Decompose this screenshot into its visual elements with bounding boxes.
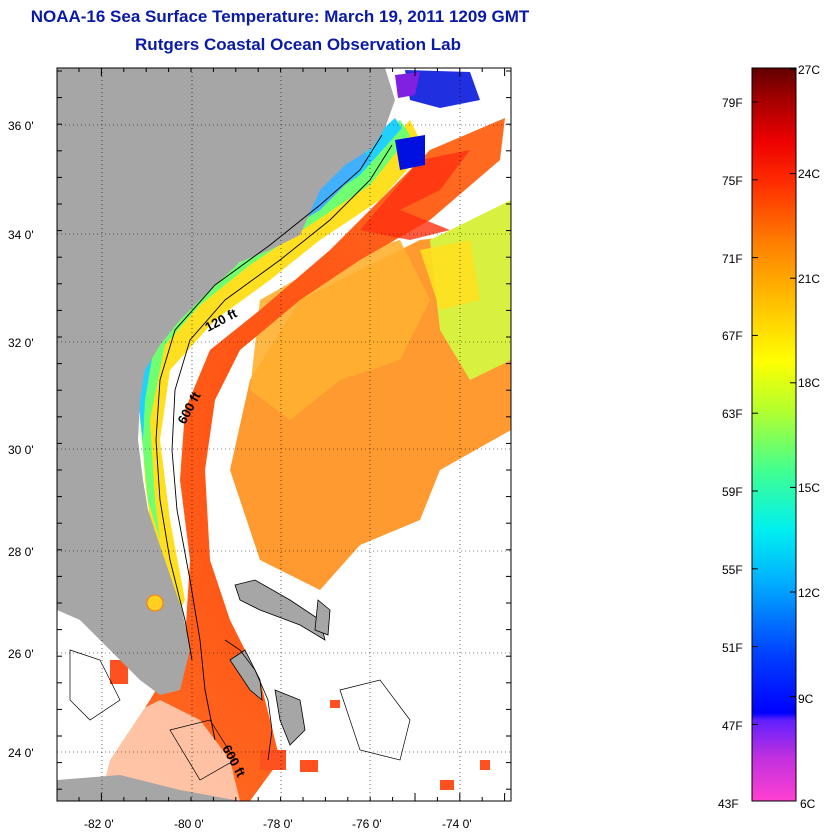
gulf-stream (100, 118, 505, 801)
lon-label: -74 0' (442, 817, 472, 831)
scattered-sst-pixels (110, 660, 490, 790)
cold-water-violet (395, 72, 420, 98)
lake-okeechobee (146, 594, 164, 612)
land-us-southeast (57, 68, 395, 695)
colorbar-f-label: 63F (722, 407, 743, 421)
contour-cay-sal (169, 719, 236, 781)
contour-600ft-bahamas (224, 639, 273, 761)
colorbar-c-label: 24C (798, 167, 820, 181)
shelf-water-warm (140, 120, 425, 620)
colorbar-celsius-labels: 27C 24C 21C 18C 15C 12C 9C 6C (798, 63, 820, 811)
colorbar-c-label: 9C (798, 692, 814, 706)
lat-label: 26 0' (8, 647, 34, 661)
colorbar-f-label: 71F (722, 252, 743, 266)
colorbar (751, 67, 797, 802)
cloud-cover (290, 470, 511, 801)
lon-label: -80 0' (174, 817, 204, 831)
cold-water-north (405, 70, 480, 108)
latitude-labels: 36 0' 34 0' 32 0' 30 0' 28 0' 26 0' 24 0… (8, 119, 34, 760)
map-title: NOAA-16 Sea Surface Temperature: March 1… (30, 7, 530, 26)
colorbar-f-label: 67F (722, 329, 743, 343)
colorbar-c-label: 15C (798, 481, 820, 495)
lat-label: 24 0' (8, 746, 34, 760)
cloud-cover-south (95, 700, 240, 801)
map-frame (56, 67, 512, 802)
map-ticks (57, 68, 511, 801)
lon-label: -82 0' (84, 817, 114, 831)
lon-label: -78 0' (263, 817, 293, 831)
lat-label: 34 0' (8, 228, 34, 242)
shelf-water-mid (140, 120, 410, 540)
colorbar-f-label: 51F (722, 641, 743, 655)
colorbar-f-label: 47F (722, 719, 743, 733)
contour-120ft (155, 134, 383, 661)
contour-600ft (171, 144, 393, 741)
lat-label: 32 0' (8, 336, 34, 350)
sst-field: 120 ft 600 ft 600 ft (57, 68, 511, 801)
lon-label: -76 0' (352, 817, 382, 831)
colorbar-f-label: 59F (722, 485, 743, 499)
lat-label: 30 0' (8, 443, 34, 457)
land-cuba (57, 775, 240, 801)
colorbar-ticks (752, 68, 796, 725)
bahamas-islands (229, 579, 331, 746)
transition-water (420, 240, 480, 310)
colorbar-c-label: 18C (798, 376, 820, 390)
colorbar-c-label: 21C (798, 272, 820, 286)
colorbar-c-label: 12C (798, 586, 820, 600)
colorbar-f-label: 55F (722, 563, 743, 577)
colorbar-c-label: 27C (798, 63, 820, 77)
colorbar-fahrenheit-labels: 79F 75F 71F 67F 63F 59F 55F 51F 47F 43F (718, 96, 743, 811)
lat-label: 28 0' (8, 545, 34, 559)
longitude-labels: -82 0' -80 0' -78 0' -76 0' -74 0' (84, 817, 472, 831)
colorbar-f-label: 43F (718, 797, 739, 811)
colorbar-f-label: 79F (722, 96, 743, 110)
shelf-water-cool (138, 118, 402, 440)
lat-label: 36 0' (8, 119, 34, 133)
colorbar-f-label: 75F (722, 174, 743, 188)
gulf-stream-core (360, 150, 470, 240)
cold-water-pamlico (395, 135, 425, 170)
map-subtitle: Rutgers Coastal Ocean Observation Lab (135, 35, 461, 54)
contour-bank (339, 679, 411, 761)
colorbar-c-label: 6C (800, 797, 816, 811)
contour-keys (69, 649, 121, 721)
